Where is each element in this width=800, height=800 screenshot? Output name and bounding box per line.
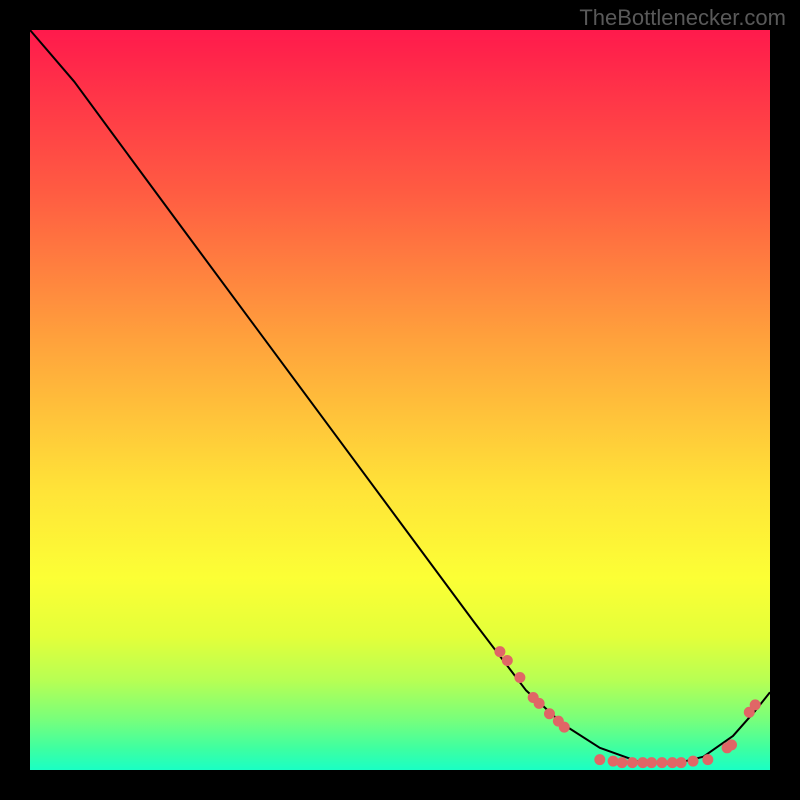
attribution-label: TheBottlenecker.com xyxy=(579,5,786,31)
data-marker xyxy=(688,756,698,766)
data-marker xyxy=(534,698,544,708)
data-marker xyxy=(676,758,686,768)
chart-root: TheBottlenecker.com xyxy=(0,0,800,800)
data-marker xyxy=(595,755,605,765)
data-marker xyxy=(627,758,637,768)
data-marker xyxy=(608,756,618,766)
data-marker xyxy=(553,716,563,726)
gradient-background xyxy=(30,30,770,770)
data-marker xyxy=(703,755,713,765)
data-marker xyxy=(667,758,677,768)
data-marker xyxy=(657,758,667,768)
data-marker xyxy=(750,700,760,710)
data-marker xyxy=(722,743,732,753)
data-marker xyxy=(495,647,505,657)
data-marker xyxy=(559,722,569,732)
data-marker xyxy=(647,758,657,768)
data-marker xyxy=(528,692,538,702)
bottleneck-curve xyxy=(30,30,770,764)
data-marker xyxy=(744,707,754,717)
data-markers xyxy=(495,647,760,768)
data-marker xyxy=(727,740,737,750)
chart-svg xyxy=(0,0,800,800)
data-marker xyxy=(515,673,525,683)
data-marker xyxy=(638,758,648,768)
data-marker xyxy=(502,655,512,665)
data-marker xyxy=(617,758,627,768)
data-marker xyxy=(544,709,554,719)
